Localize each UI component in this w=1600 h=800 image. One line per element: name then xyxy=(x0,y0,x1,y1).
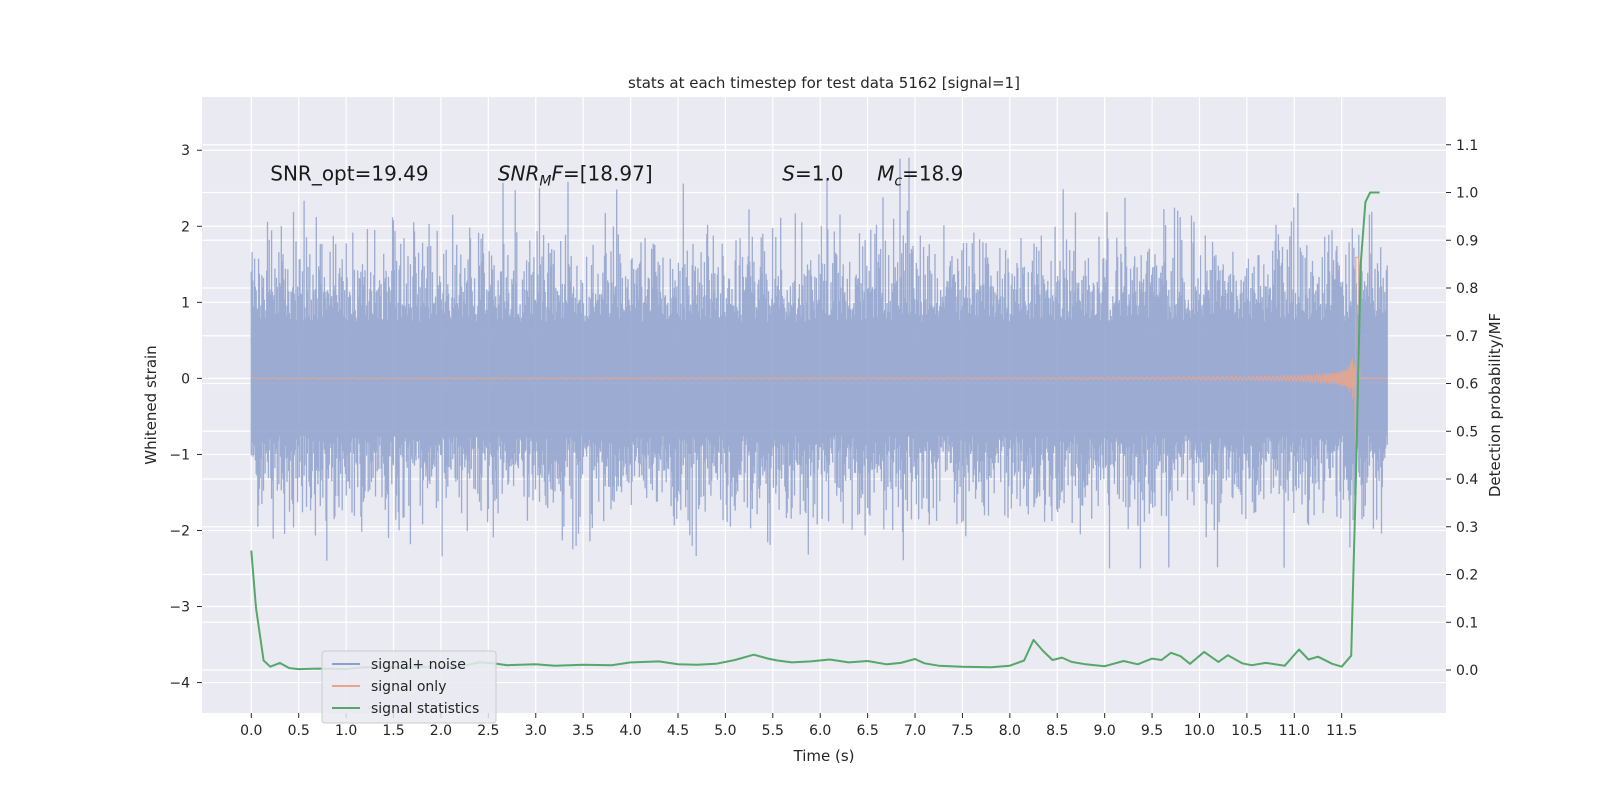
x-tick-label: 11.5 xyxy=(1326,723,1357,739)
y2-tick-label: 0.7 xyxy=(1456,329,1478,345)
y-tick-label: 1 xyxy=(181,295,190,311)
y2-tick-label: 0.9 xyxy=(1456,233,1478,249)
x-axis-label: Time (s) xyxy=(793,747,855,765)
y2-tick-label: 0.0 xyxy=(1456,663,1478,679)
y-tick-label: −2 xyxy=(169,523,190,539)
chart-title: stats at each timestep for test data 516… xyxy=(628,74,1020,92)
y2-tick-label: 0.2 xyxy=(1456,568,1478,584)
x-tick-label: 3.0 xyxy=(525,723,547,739)
y-tick-label: 3 xyxy=(181,143,190,159)
y-tick-label: 0 xyxy=(181,371,190,387)
annotation-snr-mf-f: F xyxy=(551,162,563,186)
chirp-series xyxy=(251,256,1388,445)
annotation-snr-mf-value: =[18.97] xyxy=(563,162,653,186)
x-tick-label: 2.0 xyxy=(430,723,452,739)
annotation-s-symbol: S xyxy=(782,162,795,186)
y-tick-label: −4 xyxy=(169,676,190,692)
y-axis-label: Whitened strain xyxy=(142,345,160,464)
x-tick-label: 9.5 xyxy=(1141,723,1163,739)
annotation-snr-mf-sub: M xyxy=(539,174,551,190)
y2-tick-label: 0.5 xyxy=(1456,424,1478,440)
y2-axis-label: Detection probability/MF xyxy=(1486,313,1504,497)
y2-tick-label: 1.0 xyxy=(1456,186,1478,202)
annotation-mc-symbol: M xyxy=(877,162,894,186)
x-tick-label: 0.5 xyxy=(288,723,310,739)
x-tick-label: 0.0 xyxy=(240,723,262,739)
x-tick-label: 8.5 xyxy=(1046,723,1068,739)
legend-label-2: signal statistics xyxy=(371,701,479,717)
y2-tick-label: 0.8 xyxy=(1456,281,1478,297)
annotation-s-value: =1.0 xyxy=(795,162,844,186)
annotation-snr-mf-symbol: SNR xyxy=(498,162,540,186)
annotation-mc: Mc=18.9 xyxy=(877,162,963,190)
y-tick-label: −3 xyxy=(169,600,190,616)
x-tick-label: 3.5 xyxy=(572,723,594,739)
x-tick-label: 10.5 xyxy=(1231,723,1262,739)
legend: signal+ noise signal only signal statistic… xyxy=(321,650,497,724)
y2-tick-label: 0.4 xyxy=(1456,472,1478,488)
x-tick-label: 10.0 xyxy=(1184,723,1215,739)
x-tick-label: 7.5 xyxy=(951,723,973,739)
x-tick-label: 2.5 xyxy=(477,723,499,739)
x-tick-label: 1.5 xyxy=(382,723,404,739)
x-tick-label: 4.5 xyxy=(667,723,689,739)
annotation-mc-value: =18.9 xyxy=(902,162,963,186)
annotation-snr-mf: SNRMF=[18.97] xyxy=(498,162,653,190)
x-tick-label: 8.0 xyxy=(999,723,1021,739)
y-tick-label: 2 xyxy=(181,219,190,235)
annotations: SNR_opt=19.49 SNRMF=[18.97] S=1.0 Mc=18.9 xyxy=(270,162,963,190)
annotation-s: S=1.0 xyxy=(782,162,843,186)
y2-tick-label: 0.1 xyxy=(1456,615,1478,631)
x-tick-label: 7.0 xyxy=(904,723,926,739)
axes: 0.0 0.5 1.0 1.5 2.0 2.5 3.0 3.5 4.0 4.5 5.0 5.5 6.0 6… xyxy=(169,138,1478,739)
annotation-mc-sub: c xyxy=(894,174,902,190)
x-tick-label: 4.0 xyxy=(619,723,641,739)
x-tick-label: 6.0 xyxy=(809,723,831,739)
y-tick-label: −1 xyxy=(169,447,190,463)
x-tick-label: 11.0 xyxy=(1279,723,1310,739)
annotation-snr-opt: SNR_opt=19.49 xyxy=(270,162,428,186)
y2-tick-label: 0.6 xyxy=(1456,377,1478,393)
x-tick-label: 1.0 xyxy=(335,723,357,739)
x-tick-label: 5.0 xyxy=(714,723,736,739)
legend-label-1: signal only xyxy=(371,679,446,695)
x-tick-label: 6.5 xyxy=(856,723,878,739)
legend-box xyxy=(321,650,497,724)
y2-tick-label: 1.1 xyxy=(1456,138,1478,154)
legend-label-0: signal+ noise xyxy=(371,657,466,673)
y2-tick-label: 0.3 xyxy=(1456,520,1478,536)
x-tick-label: 5.5 xyxy=(762,723,784,739)
x-tick-label: 9.0 xyxy=(1094,723,1116,739)
